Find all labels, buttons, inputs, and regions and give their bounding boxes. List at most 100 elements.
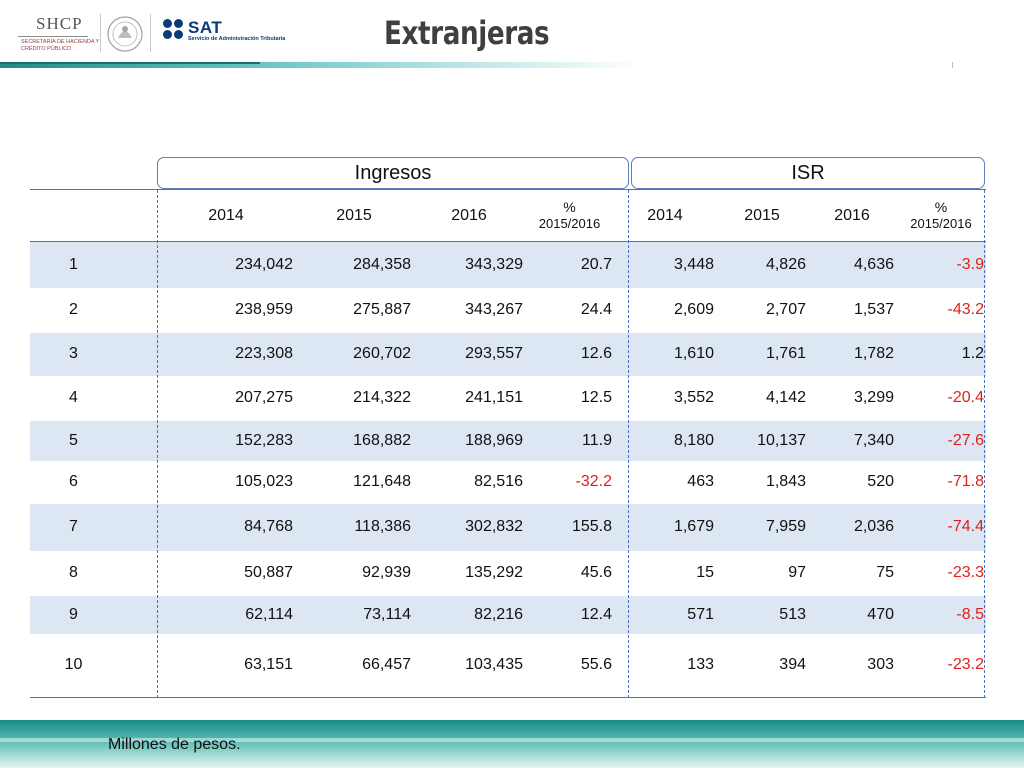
cell-isr-pct: -74.4 — [947, 518, 984, 535]
cell-ingresos-pct: 12.4 — [580, 605, 612, 623]
cell-ingresos-pct: 45.6 — [580, 564, 612, 581]
cell-rank: 7 — [69, 518, 78, 535]
header-band — [0, 62, 640, 68]
cell-isr-2015: 4,142 — [765, 389, 806, 406]
cell-ingresos-2014: 63,151 — [244, 656, 293, 674]
column-divider — [984, 190, 985, 698]
cell-ingresos-2014: 105,023 — [235, 473, 293, 490]
cell-ingresos-pct: 12.5 — [580, 389, 612, 406]
cell-isr-2015: 1,761 — [765, 345, 806, 362]
cell-isr-2014: 3,552 — [673, 389, 714, 406]
cell-ingresos-2015: 275,887 — [353, 301, 411, 318]
cell-isr-pct: -3.9 — [956, 255, 984, 273]
sat-logo-icon — [163, 19, 183, 39]
cell-ingresos-pct: 11.9 — [582, 431, 612, 449]
data-table: 2014 2015 2016 % 2015/2016 2014 2015 201… — [30, 189, 986, 698]
cell-ingresos-pct: 55.6 — [580, 656, 612, 674]
header-isr-2014: 2014 — [647, 206, 683, 224]
cell-isr-2016: 7,340 — [853, 431, 894, 449]
table-row: 9 62,114 73,114 82,216 12.4 571 513 470 … — [30, 595, 986, 634]
table-header-row: 2014 2015 2016 % 2015/2016 2014 2015 201… — [30, 189, 986, 242]
cell-isr-2015: 97 — [788, 564, 806, 581]
page-title: Extranjeras — [384, 14, 550, 52]
header-ingresos-pct-period: 2015/2016 — [538, 215, 601, 231]
shcp-name: SHCP — [36, 14, 83, 33]
cell-isr-2014: 571 — [687, 605, 714, 623]
cell-isr-pct: -27.6 — [947, 431, 984, 449]
cell-isr-2015: 2,707 — [765, 301, 806, 318]
cell-isr-2014: 1,679 — [673, 518, 714, 535]
cell-isr-2014: 15 — [696, 564, 714, 581]
cell-isr-2014: 1,610 — [673, 345, 714, 362]
group-header-isr: ISR — [631, 157, 985, 189]
table-row: 10 63,151 66,457 103,435 55.6 133 394 30… — [30, 634, 986, 698]
data-table-wrap: 2014 2015 2016 % 2015/2016 2014 2015 201… — [30, 189, 986, 698]
logo-separator-2 — [150, 14, 151, 52]
cell-isr-2016: 1,782 — [853, 345, 894, 362]
cell-ingresos-2014: 207,275 — [235, 389, 293, 406]
cell-ingresos-2016: 188,969 — [465, 431, 523, 449]
cell-ingresos-2016: 293,557 — [465, 345, 523, 362]
header-tick — [952, 62, 953, 68]
cell-isr-2016: 4,636 — [853, 255, 894, 273]
table-row: 8 50,887 92,939 135,292 45.6 15 97 75 -2… — [30, 551, 986, 596]
footer-band — [0, 720, 1024, 768]
header-isr-pct-symbol: % — [934, 198, 948, 215]
cell-isr-2014: 3,448 — [673, 255, 714, 273]
cell-isr-2016: 520 — [867, 473, 894, 490]
table-row: 7 84,768 118,386 302,832 155.8 1,679 7,9… — [30, 503, 986, 551]
cell-ingresos-2014: 62,114 — [245, 605, 293, 623]
cell-ingresos-2016: 82,516 — [474, 473, 523, 490]
header-isr-2016: 2016 — [834, 206, 870, 224]
cell-isr-2016: 303 — [867, 656, 894, 674]
group-header-ingresos: Ingresos — [157, 157, 629, 189]
cell-ingresos-2015: 73,114 — [363, 605, 411, 623]
cell-ingresos-2016: 302,832 — [465, 518, 523, 535]
table-row: 6 105,023 121,648 82,516 -32.2 463 1,843… — [30, 461, 986, 504]
cell-isr-2015: 513 — [779, 605, 806, 623]
cell-ingresos-pct: 155.8 — [571, 518, 612, 535]
cell-ingresos-2014: 238,959 — [235, 301, 293, 318]
cell-isr-2015: 1,843 — [765, 473, 806, 490]
cell-ingresos-2015: 121,648 — [353, 473, 411, 490]
cell-isr-pct: -8.5 — [956, 605, 984, 623]
header-isr-pct-period: 2015/2016 — [910, 215, 972, 231]
table-row: 4 207,275 214,322 241,151 12.5 3,552 4,1… — [30, 376, 986, 421]
table-row: 2 238,959 275,887 343,267 24.4 2,609 2,7… — [30, 288, 986, 333]
cell-rank: 10 — [64, 656, 83, 674]
table-row: 1 234,042 284,358 343,329 20.7 3,448 4,8… — [30, 241, 986, 288]
header-rank — [30, 190, 157, 242]
cell-isr-pct: 1.2 — [961, 345, 984, 362]
cell-ingresos-2015: 214,322 — [353, 389, 411, 406]
column-divider — [157, 190, 158, 698]
cell-ingresos-2015: 118,386 — [354, 518, 411, 535]
table-row: 3 223,308 260,702 293,557 12.6 1,610 1,7… — [30, 332, 986, 376]
header-ingresos-2016: 2016 — [451, 206, 487, 224]
cell-rank: 1 — [69, 255, 78, 273]
cell-isr-2016: 1,537 — [853, 301, 894, 318]
cell-rank: 2 — [69, 301, 78, 318]
sat-name: SAT — [188, 18, 223, 37]
table-row: 5 152,283 168,882 188,969 11.9 8,180 10,… — [30, 420, 986, 461]
cell-ingresos-2015: 92,939 — [362, 564, 411, 581]
header-ingresos-pct: % 2015/2016 — [525, 190, 614, 242]
cell-ingresos-2016: 343,267 — [465, 301, 523, 318]
cell-ingresos-2014: 234,042 — [235, 255, 293, 273]
cell-isr-2015: 394 — [779, 656, 806, 674]
cell-isr-2014: 463 — [687, 473, 714, 490]
header-ingresos-2015: 2015 — [336, 206, 372, 224]
cell-ingresos-pct: -32.2 — [575, 473, 612, 490]
cell-rank: 3 — [69, 345, 78, 362]
header-band-accent — [0, 62, 260, 64]
cell-ingresos-2015: 260,702 — [353, 345, 411, 362]
header-isr-2015: 2015 — [744, 206, 780, 224]
cell-rank: 8 — [69, 564, 78, 581]
slide-header: SHCP SECRETARÍA DE HACIENDA Y CRÉDITO PÚ… — [0, 0, 1024, 70]
coat-of-arms-icon — [107, 16, 143, 52]
cell-rank: 9 — [69, 605, 78, 623]
cell-isr-pct: -43.2 — [947, 301, 984, 318]
cell-ingresos-pct: 24.4 — [580, 301, 612, 318]
cell-ingresos-2014: 50,887 — [244, 564, 293, 581]
cell-isr-2016: 2,036 — [853, 518, 894, 535]
header-isr-pct: % 2015/2016 — [896, 190, 986, 242]
